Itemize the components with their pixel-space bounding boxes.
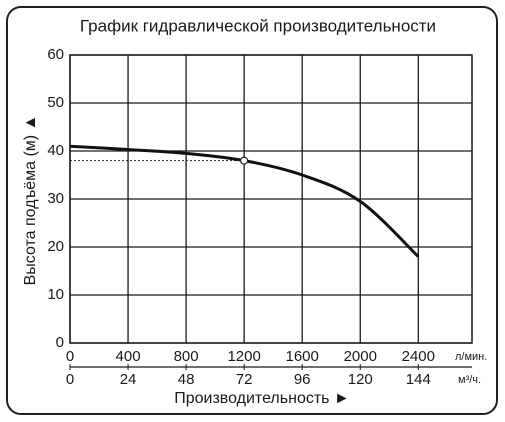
y-axis-label: Высота подъёма (м) ▲ (22, 115, 39, 286)
y-tick-label: 60 (47, 46, 64, 63)
x2-unit: м³/ч. (458, 374, 481, 386)
y-tick-label: 0 (56, 334, 64, 351)
x-tick-label: 400 (116, 348, 141, 365)
x-tick-label: 2400 (402, 348, 435, 365)
y-tick-label: 50 (47, 94, 64, 111)
x-axis-label: Производительность ► (174, 390, 350, 407)
x-tick-label: 1200 (227, 348, 260, 365)
x-tick-label: 1600 (286, 348, 319, 365)
x2-tick-label: 120 (348, 371, 373, 388)
y-tick-label: 10 (47, 286, 64, 303)
y-tick-label: 40 (47, 142, 64, 159)
x-tick-label: 2000 (344, 348, 377, 365)
frame (6, 6, 498, 415)
x2-tick-label: 0 (66, 371, 74, 388)
x-tick-label: 0 (66, 348, 74, 365)
y-tick-label: 20 (47, 238, 64, 255)
x2-tick-label: 96 (294, 371, 311, 388)
x-unit: л/мин. (455, 351, 487, 363)
x2-tick-label: 48 (178, 371, 195, 388)
y-tick-label: 30 (47, 190, 64, 207)
x2-tick-label: 24 (120, 371, 137, 388)
x2-tick-label: 72 (236, 371, 253, 388)
x2-tick-label: 144 (406, 371, 431, 388)
marker-point (240, 156, 249, 165)
x-tick-label: 800 (174, 348, 199, 365)
chart-title: График гидравлической производительности (80, 16, 436, 35)
